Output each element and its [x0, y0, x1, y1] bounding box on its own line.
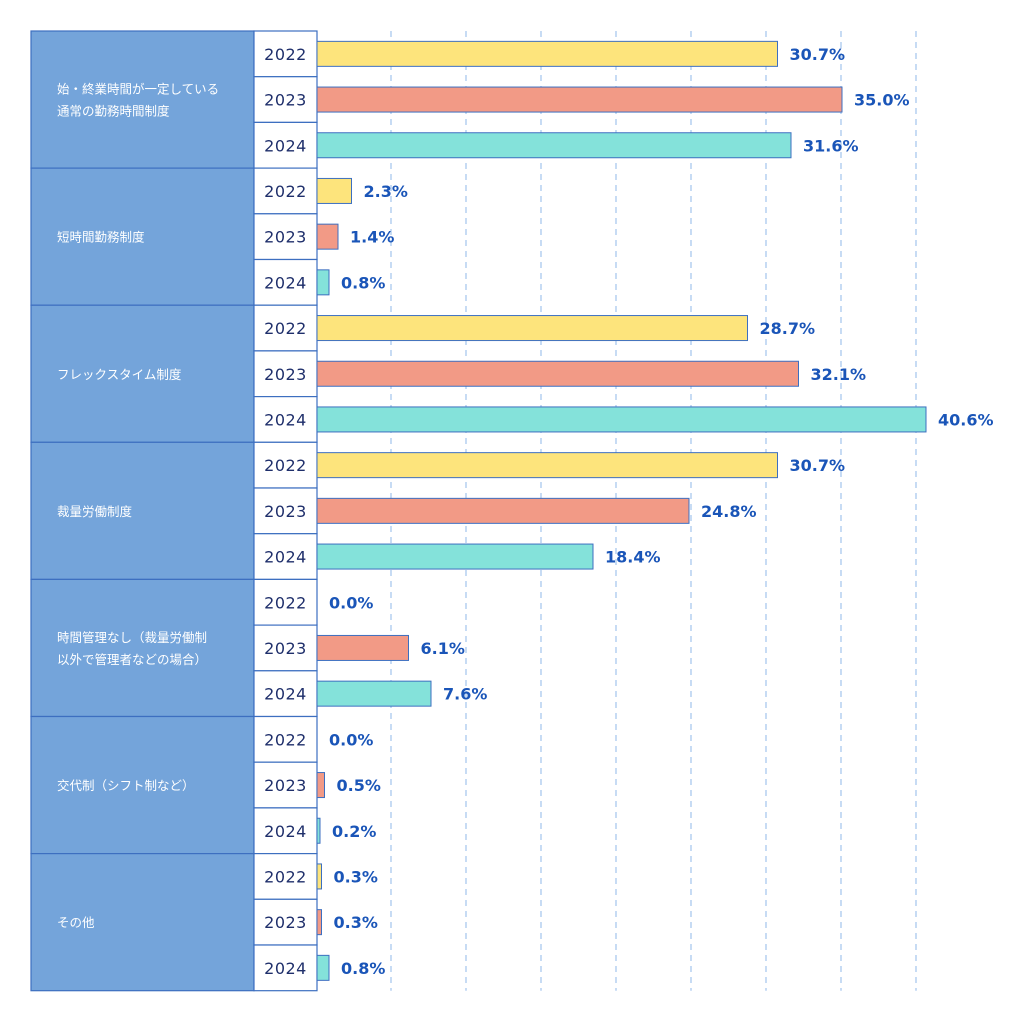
year-cell	[253, 807, 318, 855]
year-label: 2022	[264, 182, 307, 201]
value-label: 0.5%	[337, 776, 381, 795]
year-label: 2023	[264, 365, 307, 384]
year-cell	[253, 213, 318, 261]
year-label: 2024	[264, 822, 307, 841]
year-label: 2023	[264, 913, 307, 932]
year-label: 2024	[264, 136, 307, 155]
value-label: 2.3%	[364, 182, 408, 201]
bar	[316, 909, 322, 936]
category-label: 始・終業時間が一定している	[57, 82, 219, 97]
category-label: 交代制（シフト制など）	[57, 778, 195, 793]
value-label: 40.6%	[938, 410, 994, 429]
year-cell	[253, 852, 318, 900]
category-label: 短時間勤務制度	[57, 230, 145, 245]
year-label: 2022	[264, 730, 307, 749]
year-cell	[253, 578, 318, 626]
value-label: 7.6%	[443, 685, 487, 704]
year-cell	[253, 533, 318, 581]
value-label: 0.0%	[329, 593, 373, 612]
bar	[316, 452, 778, 479]
year-label: 2023	[264, 639, 307, 658]
value-label: 24.8%	[701, 502, 757, 521]
year-label: 2023	[264, 228, 307, 247]
value-label: 0.8%	[341, 959, 385, 978]
year-label: 2024	[264, 685, 307, 704]
value-label: 0.3%	[334, 913, 378, 932]
category-cell	[30, 30, 255, 169]
value-label: 28.7%	[760, 319, 816, 338]
value-label: 6.1%	[421, 639, 465, 658]
value-label: 0.8%	[341, 273, 385, 292]
category-label: フレックスタイム制度	[57, 367, 182, 382]
category-label: 通常の勤務時間制度	[57, 104, 170, 119]
value-label: 30.7%	[790, 45, 846, 64]
year-cell	[253, 715, 318, 763]
category-cell	[30, 441, 255, 580]
year-label: 2022	[264, 593, 307, 612]
value-label: 0.3%	[334, 867, 378, 886]
bar	[316, 497, 690, 524]
value-label: 32.1%	[811, 365, 867, 384]
category-label: 以外で管理者などの場合）	[57, 652, 207, 667]
year-cell	[253, 167, 318, 215]
year-label: 2023	[264, 502, 307, 521]
category-cell	[30, 578, 255, 718]
bar	[316, 40, 778, 67]
year-cell	[253, 258, 318, 306]
year-label: 2022	[264, 867, 307, 886]
bar	[316, 817, 321, 844]
value-label: 0.2%	[332, 822, 376, 841]
year-cell	[253, 487, 318, 535]
value-label: 31.6%	[803, 136, 859, 155]
bar	[316, 772, 325, 799]
year-cell	[253, 670, 318, 718]
bar	[316, 360, 799, 387]
category-cell	[30, 167, 255, 306]
bar	[316, 406, 927, 433]
bar	[316, 863, 322, 890]
year-label: 2024	[264, 410, 307, 429]
year-cell	[253, 121, 318, 169]
bar	[316, 680, 432, 707]
value-label: 18.4%	[605, 548, 661, 567]
value-label: 1.4%	[350, 228, 394, 247]
category-label: 時間管理なし（裁量労働制	[57, 630, 207, 645]
year-label: 2022	[264, 319, 307, 338]
bar	[316, 132, 792, 159]
bar	[316, 223, 339, 250]
year-label: 2023	[264, 91, 307, 110]
bar	[316, 86, 843, 113]
bar	[316, 634, 409, 661]
bar	[316, 954, 330, 981]
year-label: 2023	[264, 776, 307, 795]
value-label: 0.0%	[329, 730, 373, 749]
year-cell	[253, 624, 318, 672]
value-label: 30.7%	[790, 456, 846, 475]
bar	[316, 315, 748, 342]
year-label: 2022	[264, 45, 307, 64]
category-cell	[30, 304, 255, 443]
bar	[316, 177, 352, 204]
bar	[316, 543, 594, 570]
year-label: 2024	[264, 548, 307, 567]
year-label: 2022	[264, 456, 307, 475]
year-cell	[253, 944, 318, 992]
value-label: 35.0%	[854, 91, 910, 110]
category-label: その他	[57, 915, 95, 930]
category-cell	[30, 715, 255, 855]
year-label: 2024	[264, 959, 307, 978]
category-label: 裁量労働制度	[57, 504, 133, 519]
bar	[316, 269, 330, 296]
year-label: 2024	[264, 273, 307, 292]
category-cell	[30, 852, 255, 992]
